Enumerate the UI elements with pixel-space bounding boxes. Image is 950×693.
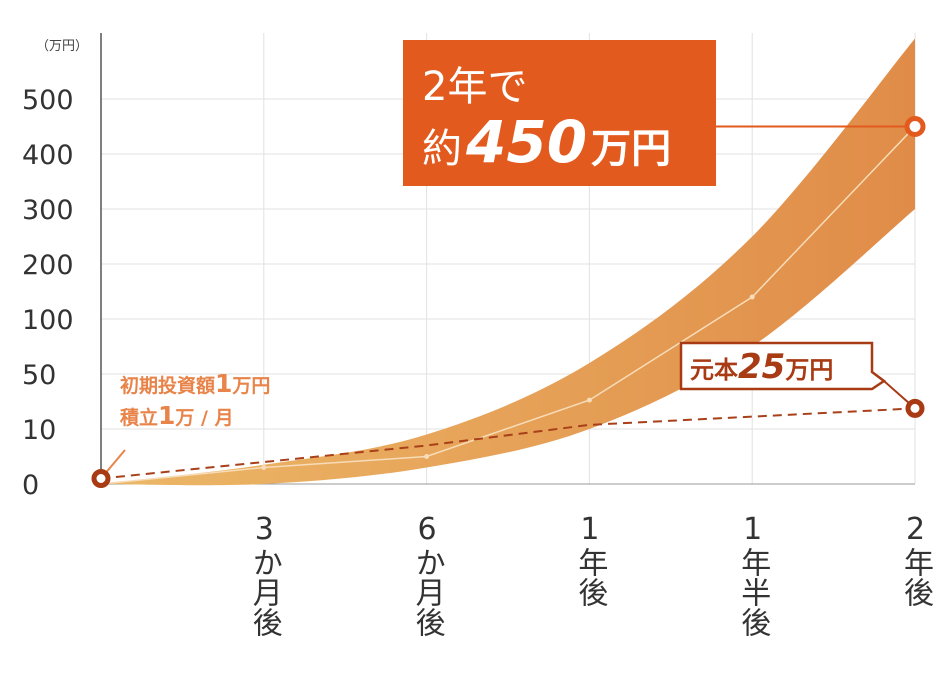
x-tick-label: 1年後 [572,512,608,607]
principal-marker [905,398,925,418]
unit-label: （万円） [36,39,88,54]
y-tick-label: 200 [22,250,74,281]
initial-line1: 初期投資額1万円 [120,369,270,398]
x-tick-label: 6か月後 [409,512,445,637]
initial2-post: 万 / 月 [174,407,233,429]
initial2-num: 1 [158,401,175,430]
y-tick-label: 500 [22,85,74,116]
y-tick-label: 50 [22,360,56,391]
start-marker [91,469,111,488]
x-tick-label: 1年半後 [735,512,771,637]
principal-line [100,407,916,480]
median-point [586,397,592,403]
median-point [749,294,755,300]
y-tick-label: 10 [22,415,56,446]
principal-post: 万円 [785,356,833,384]
total-callout-line1: 2年で [422,64,527,110]
total-num: 450 [465,108,587,176]
median-point [424,454,430,459]
total-pre: 約 [422,126,462,172]
median-line [100,125,916,485]
y-tick-label: 300 [22,195,74,226]
x-tick-label: 3か月後 [246,512,282,637]
y-tick-label: 100 [22,305,74,336]
initial-post: 万円 [231,375,270,397]
total-callout-box [403,40,716,186]
principal-num: 25 [738,347,785,387]
y-tick-label: 400 [22,140,74,171]
median-point [261,465,267,470]
principal-pre: 元本 [690,356,738,384]
total-marker [904,116,926,137]
initial-pre: 初期投資額 [120,374,215,397]
initial2-pre: 積立 [120,406,158,429]
initial-num: 1 [215,369,232,398]
total-post: 万円 [591,126,671,172]
x-tick-label: 2年後 [898,512,933,607]
total-callout-line2: 約450 万円 [422,108,671,176]
principal-callout: 元本25万円 [690,347,833,387]
initial-line2: 積立1万 / 月 [120,401,234,430]
y-tick-label: 0 [22,470,39,501]
range-band [101,38,915,486]
